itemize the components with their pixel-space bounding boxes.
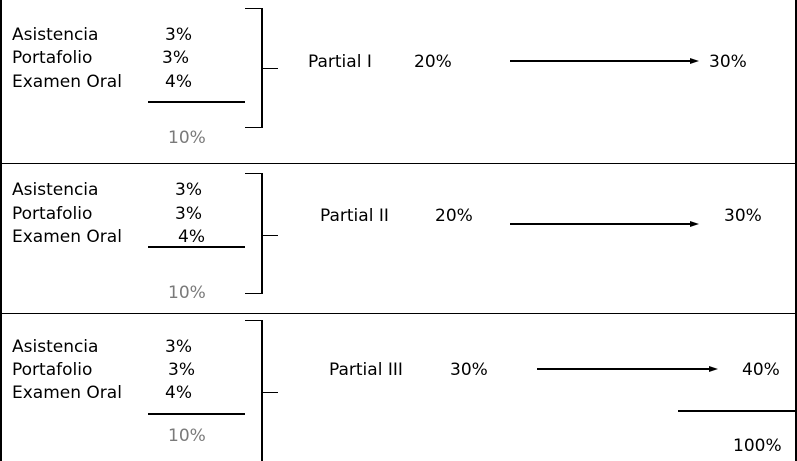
partial-label: Partial I: [308, 52, 372, 72]
row-label: Portafolio: [12, 360, 93, 380]
grand-total: 100%: [733, 436, 782, 456]
row-value: 3%: [175, 204, 202, 224]
sum-line: [148, 246, 245, 248]
subtotal: 10%: [168, 128, 206, 148]
block-separator: [2, 313, 797, 314]
partial-label: Partial III: [329, 360, 403, 380]
bracket-top: [245, 173, 262, 174]
result-percent: 30%: [709, 52, 747, 72]
bracket-point: [262, 68, 278, 69]
block-separator: [2, 163, 797, 164]
arrow-line: [510, 223, 692, 225]
arrow-head-icon: [690, 221, 699, 227]
row-label: Examen Oral: [12, 72, 122, 92]
bracket-top: [245, 8, 262, 9]
result-percent: 30%: [724, 206, 762, 226]
arrow-line: [510, 60, 692, 62]
row-value: 3%: [165, 25, 192, 45]
sum-line: [148, 413, 245, 415]
sum-line: [148, 101, 245, 103]
total-line: [678, 410, 797, 412]
row-value: 3%: [175, 180, 202, 200]
row-value: 3%: [165, 337, 192, 357]
row-label: Asistencia: [12, 180, 99, 200]
arrow-line: [537, 368, 711, 370]
bracket-point: [262, 392, 278, 393]
row-label: Portafolio: [12, 204, 93, 224]
row-label: Portafolio: [12, 48, 93, 68]
subtotal: 10%: [168, 283, 206, 303]
partial-percent: 30%: [450, 360, 488, 380]
row-value: 3%: [162, 48, 189, 68]
row-value: 4%: [178, 227, 205, 247]
row-label: Asistencia: [12, 25, 99, 45]
bracket-bottom: [245, 293, 262, 294]
bracket-bottom: [245, 127, 262, 128]
subtotal: 10%: [168, 426, 206, 446]
partial-label: Partial II: [320, 206, 389, 226]
bracket-point: [262, 235, 278, 236]
row-value: 4%: [165, 383, 192, 403]
bracket-vertical: [261, 173, 263, 294]
partial-percent: 20%: [414, 52, 452, 72]
bracket-top: [245, 320, 262, 321]
partial-percent: 20%: [435, 206, 473, 226]
bracket-vertical: [261, 8, 263, 128]
arrow-head-icon: [690, 58, 699, 64]
row-label: Examen Oral: [12, 227, 122, 247]
arrow-head-icon: [709, 366, 718, 372]
result-percent: 40%: [742, 360, 780, 380]
row-value: 3%: [168, 360, 195, 380]
bracket-vertical: [261, 320, 263, 461]
row-label: Examen Oral: [12, 383, 122, 403]
row-value: 4%: [165, 72, 192, 92]
row-label: Asistencia: [12, 337, 99, 357]
